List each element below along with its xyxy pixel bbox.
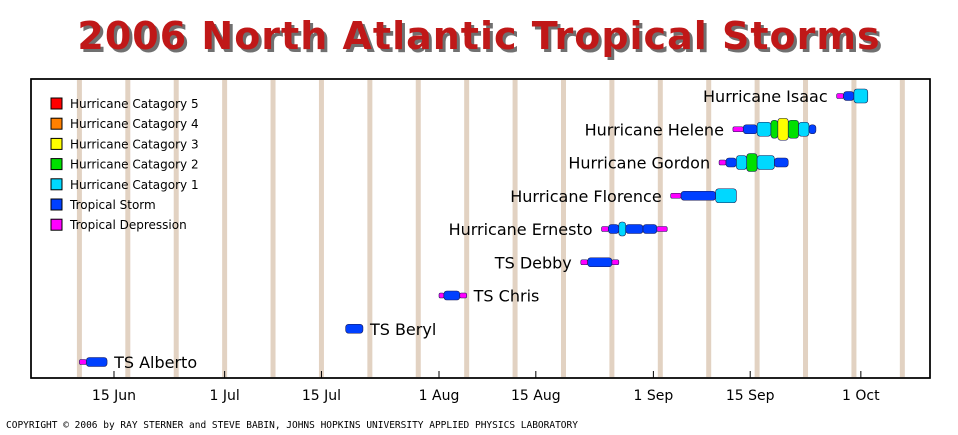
storm-name: TS Alberto <box>113 353 197 372</box>
storm-track: Hurricane Isaac <box>703 87 869 106</box>
x-tick-label: 15 Jul <box>302 388 341 404</box>
x-tick-label: 1 Aug <box>419 388 460 404</box>
storm-name: Hurricane Gordon <box>568 154 710 173</box>
legend-swatch <box>50 117 63 130</box>
x-tick-label: 15 Jun <box>92 388 136 404</box>
storm-segment <box>756 121 772 137</box>
legend-swatch <box>50 178 63 191</box>
legend-label: Tropical Depression <box>69 218 187 232</box>
week-band <box>851 80 857 377</box>
storm-name: Hurricane Isaac <box>703 87 828 106</box>
storm-segment <box>459 292 467 299</box>
storm-segment <box>742 124 758 135</box>
storm-name: TS Chris <box>473 287 540 306</box>
week-band <box>270 80 276 377</box>
legend: Hurricane Catagory 5 Hurricane Catagory 4… <box>50 97 199 232</box>
storm-segment <box>611 259 620 266</box>
x-tick-label: 1 Jul <box>210 388 240 404</box>
storm-name: TS Beryl <box>369 320 436 339</box>
legend-label: Hurricane Catagory 4 <box>70 117 199 131</box>
storm-segment <box>443 290 461 301</box>
x-axis: 15 Jun 1 Jul 15 Jul 1 Aug 15 Aug 1 Sep 15 Sep 1… <box>92 371 880 404</box>
storm-segment <box>618 221 627 237</box>
storm-segment <box>808 124 817 135</box>
week-band <box>899 80 905 377</box>
storm-segment <box>843 91 855 101</box>
storm-segment <box>787 119 799 139</box>
storm-track: TS Chris <box>438 287 540 306</box>
copyright-notice: COPYRIGHT © 2006 by RAY STERNER and STEV… <box>6 420 578 431</box>
storm-segment <box>770 119 779 139</box>
chart-title: 2006 North Atlantic Tropical Storms <box>77 14 881 58</box>
legend-label: Hurricane Catagory 2 <box>70 158 199 172</box>
week-band <box>560 80 566 377</box>
storm-segment <box>608 224 620 234</box>
storm-segment <box>777 117 789 141</box>
storm-segment <box>853 88 869 104</box>
storm-name: Hurricane Ernesto <box>449 220 593 239</box>
storm-track: TS Debby <box>494 253 620 272</box>
storm-track: Hurricane Gordon <box>568 153 789 173</box>
storm-name: TS Debby <box>494 253 572 272</box>
storm-segment <box>625 224 644 234</box>
week-band <box>318 80 324 377</box>
storm-segment <box>438 292 445 299</box>
legend-swatch <box>50 137 63 150</box>
legend-swatch <box>50 198 63 211</box>
week-band <box>367 80 373 377</box>
storm-name: Hurricane Florence <box>510 187 661 206</box>
week-band <box>76 80 82 377</box>
storm-name: Hurricane Helene <box>585 120 724 139</box>
legend-label: Hurricane Catagory 3 <box>70 137 199 151</box>
storm-segment <box>756 155 775 170</box>
storm-segment <box>725 157 737 168</box>
storm-segment <box>601 226 609 232</box>
storm-segment <box>79 359 87 365</box>
storm-segment <box>656 226 668 232</box>
week-band <box>706 80 712 377</box>
storm-segment <box>680 190 716 201</box>
legend-label: Hurricane Catagory 1 <box>70 178 199 192</box>
week-band <box>125 80 131 377</box>
legend-label: Hurricane Catagory 5 <box>70 97 199 111</box>
storm-track: TS Alberto <box>79 353 197 372</box>
storm-segment <box>774 157 789 168</box>
storm-segment <box>587 257 613 268</box>
storm-segment <box>642 224 658 234</box>
legend-label: Tropical Storm <box>69 198 156 212</box>
storm-track: Hurricane Ernesto <box>449 220 668 239</box>
week-band <box>512 80 518 377</box>
storm-track: Hurricane Florence <box>510 187 737 206</box>
week-band <box>803 80 809 377</box>
legend-swatch <box>50 218 63 231</box>
legend-swatch <box>50 158 63 171</box>
storm-track: TS Beryl <box>345 320 436 339</box>
storm-segment <box>718 159 727 166</box>
week-band <box>464 80 470 377</box>
week-band <box>754 80 760 377</box>
legend-swatch <box>50 97 63 110</box>
plot-border <box>30 78 931 379</box>
x-tick-label: 1 Sep <box>634 388 674 404</box>
x-tick-label: 15 Aug <box>511 388 561 404</box>
week-band <box>222 80 228 377</box>
storm-segment <box>836 93 844 99</box>
storm-segment <box>798 121 810 137</box>
x-tick-label: 1 Oct <box>842 388 880 404</box>
storm-segment <box>715 188 737 204</box>
x-tick-label: 15 Sep <box>726 388 775 404</box>
week-band <box>415 80 421 377</box>
storm-segment <box>670 192 682 199</box>
storm-segment <box>746 153 758 172</box>
storm-track: Hurricane Helene <box>585 117 817 141</box>
week-band <box>173 80 179 377</box>
storm-segment <box>86 357 108 367</box>
storm-segment <box>345 323 364 334</box>
storm-segment <box>732 126 744 133</box>
storm-segment <box>736 155 748 170</box>
storm-segment <box>580 259 588 266</box>
storm-tracks: TS Alberto TS Beryl TS Chris TS Debby Hurric… <box>79 87 869 372</box>
